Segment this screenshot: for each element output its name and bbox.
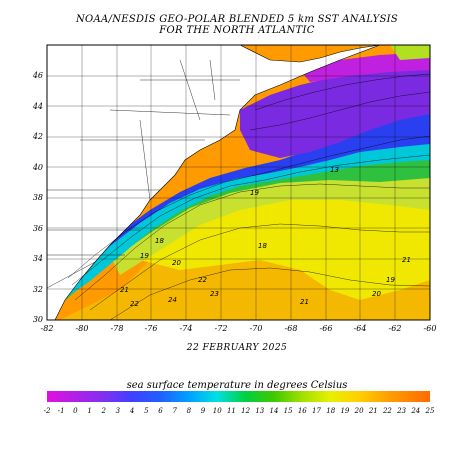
yellow-zone xyxy=(140,195,430,300)
colorbar-tick-label: 11 xyxy=(227,407,236,415)
colorbar-title: sea surface temperature in degrees Celsi… xyxy=(126,380,348,391)
lon-tick-label: -66 xyxy=(320,324,333,333)
lime-zone xyxy=(110,175,430,275)
contour-label-group: 18 19 20 21 22 23 24 22 21 20 19 18 13 2… xyxy=(120,166,411,308)
contour-label: 21 xyxy=(402,256,411,264)
colorbar-tick-label: 15 xyxy=(284,407,293,415)
colorbar-tick-label: 24 xyxy=(410,407,420,415)
colorbar-tick-label: 21 xyxy=(368,407,378,415)
lat-tick-label: 42 xyxy=(32,132,43,141)
lon-tick-label: -68 xyxy=(285,324,298,333)
map-gridlines xyxy=(47,45,430,320)
lat-tick-label: 40 xyxy=(32,163,43,172)
colorbar-tick-label: 2 xyxy=(100,407,106,415)
colorbar-tick-label: 22 xyxy=(382,407,392,415)
blue-shelf xyxy=(62,112,430,292)
analysis-date: 22 FEBRUARY 2025 xyxy=(186,343,288,353)
contour-label: 19 xyxy=(386,276,395,284)
lat-tick-label: 34 xyxy=(33,254,43,263)
contour-label: 22 xyxy=(130,300,139,308)
lon-tick-label: -60 xyxy=(424,324,437,333)
colorbar-tick-label: 19 xyxy=(340,407,349,415)
contour-label: 13 xyxy=(330,166,339,174)
magenta-coldest xyxy=(300,52,430,82)
colorbar-tick-label: 10 xyxy=(213,407,222,415)
contour-label: 18 xyxy=(155,237,164,245)
colorbar-tick-label: 17 xyxy=(312,407,321,415)
contour-label: 20 xyxy=(372,290,381,298)
colorbar-tick-label: 16 xyxy=(298,407,307,415)
colorbar-tick-label: 0 xyxy=(73,407,78,415)
lat-tick-label: 32 xyxy=(33,285,43,294)
purple-cold xyxy=(240,66,430,158)
contour-label: 19 xyxy=(140,252,149,260)
isotherm-contours xyxy=(67,73,430,320)
colorbar-tick-label: 13 xyxy=(255,407,264,415)
colorbar-tick-label: 5 xyxy=(144,407,149,415)
contour-label: 23 xyxy=(210,290,219,298)
lon-tick-label: -76 xyxy=(145,324,158,333)
colorbar-tick-label: -1 xyxy=(58,407,65,415)
contour-label: 22 xyxy=(198,276,207,284)
colorbar-tick-label: 6 xyxy=(158,407,163,415)
longitude-axis: -82 -80 -78 -76 -74 -72 -70 -68 -66 -64 … xyxy=(41,324,437,333)
map-frame xyxy=(46,44,431,321)
lon-tick-label: -62 xyxy=(389,324,402,333)
lat-tick-label: 36 xyxy=(33,224,43,233)
lat-tick-label: 38 xyxy=(33,193,43,202)
colorbar-tick-label: 8 xyxy=(187,407,192,415)
cyan-band xyxy=(60,142,430,302)
contour-label: 21 xyxy=(300,298,309,306)
colorbar-tick-label: 25 xyxy=(425,407,435,415)
colorbar-tick-label: 3 xyxy=(116,407,121,415)
state-boundaries xyxy=(47,59,240,289)
contour-label: 19 xyxy=(250,189,259,197)
colorbar-tick-label: 23 xyxy=(396,407,406,415)
contour-label: 24 xyxy=(168,296,177,304)
colorbar-tick-label: 14 xyxy=(270,407,279,415)
colorbar-tick-label: 18 xyxy=(326,407,335,415)
green-front xyxy=(60,158,430,305)
lat-tick-label: 46 xyxy=(32,71,43,80)
lon-tick-label: -64 xyxy=(354,324,367,333)
colorbar-tick-label: 7 xyxy=(172,407,177,415)
colorbar-tick-label: 9 xyxy=(201,407,206,415)
latitude-axis: 30 32 34 36 38 40 42 44 46 xyxy=(32,71,43,324)
lon-tick-label: -74 xyxy=(180,324,193,333)
lon-tick-label: -82 xyxy=(41,324,54,333)
colorbar-tick-label: 12 xyxy=(241,407,250,415)
lat-tick-label: 30 xyxy=(33,315,43,324)
colorbar-tick-label: 20 xyxy=(354,407,364,415)
colorbar-tick-label: 1 xyxy=(87,407,91,415)
land-mass xyxy=(47,45,381,320)
map-title: NOAA/NESDIS GEO-POLAR BLENDED 5 km SST A… xyxy=(75,14,399,25)
colorbar-tick-label: 4 xyxy=(129,407,134,415)
colorbar-tick-label: -2 xyxy=(44,407,51,415)
contour-label: 20 xyxy=(172,259,181,267)
contour-label: 18 xyxy=(258,242,267,250)
lat-tick-label: 44 xyxy=(32,102,43,111)
lon-tick-label: -78 xyxy=(111,324,124,333)
lon-tick-label: -72 xyxy=(215,324,228,333)
map-subtitle: FOR THE NORTH ATLANTIC xyxy=(159,25,315,36)
sst-field xyxy=(47,45,430,320)
lime-upper-right xyxy=(390,45,430,60)
lon-tick-label: -70 xyxy=(250,324,263,333)
colorbar-labels: -2 -1 0 1 2 3 4 5 6 7 8 9 10 11 12 13 14 15 16 17 18 19 20 21 22… xyxy=(44,407,435,415)
lon-tick-label: -80 xyxy=(76,324,89,333)
contour-label: 21 xyxy=(120,286,129,294)
colorbar-gradient xyxy=(47,391,430,402)
